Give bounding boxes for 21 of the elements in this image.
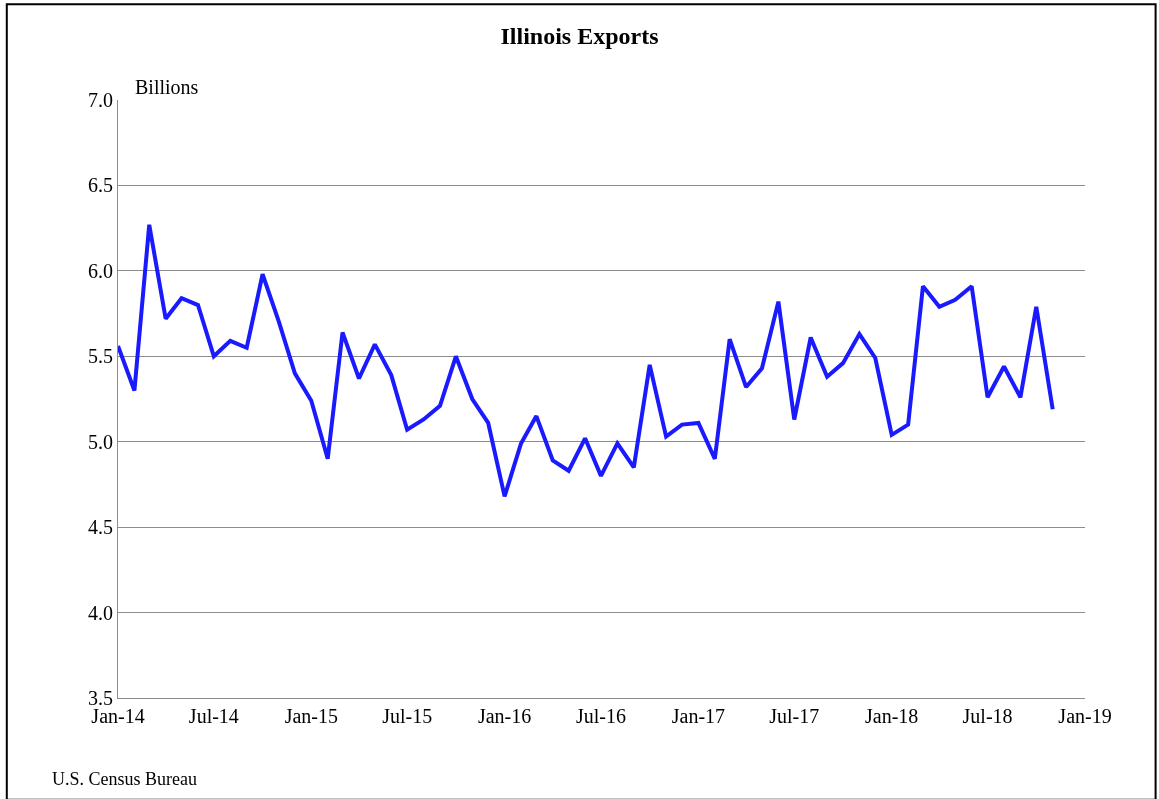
y-tick-label: 4.0: [88, 601, 113, 624]
x-tick-label: Jul-18: [962, 705, 1013, 727]
text: U.S. Census Bureau: [52, 769, 197, 789]
x-tick-label: Jan-16: [477, 705, 532, 727]
x-tick-label: Jan-17: [671, 705, 726, 727]
y-axis-title: Billions: [135, 76, 199, 98]
line-series: [118, 222, 1055, 499]
y-tick-label: 5.0: [88, 430, 113, 453]
y-tick-label: 7.0: [88, 89, 113, 111]
x-tick-label: Jul-15: [382, 705, 433, 727]
x-tick-label: Jul-14: [188, 705, 239, 727]
x-tick-label: Jan-15: [284, 705, 338, 727]
x-tick-label: Jan-19: [1058, 705, 1112, 727]
y-tick-label: 5.5: [88, 345, 113, 368]
chart-title: Illinois Exports: [500, 23, 659, 50]
y-tick-label: 6.5: [88, 174, 113, 197]
x-tick-label: Jul-16: [575, 705, 626, 727]
x-tick-label: Jul-17: [769, 705, 820, 727]
y-tick-label: 6.0: [88, 259, 113, 282]
y-tick-label: 4.5: [88, 516, 113, 539]
x-tick-label: Jan-18: [865, 705, 919, 727]
